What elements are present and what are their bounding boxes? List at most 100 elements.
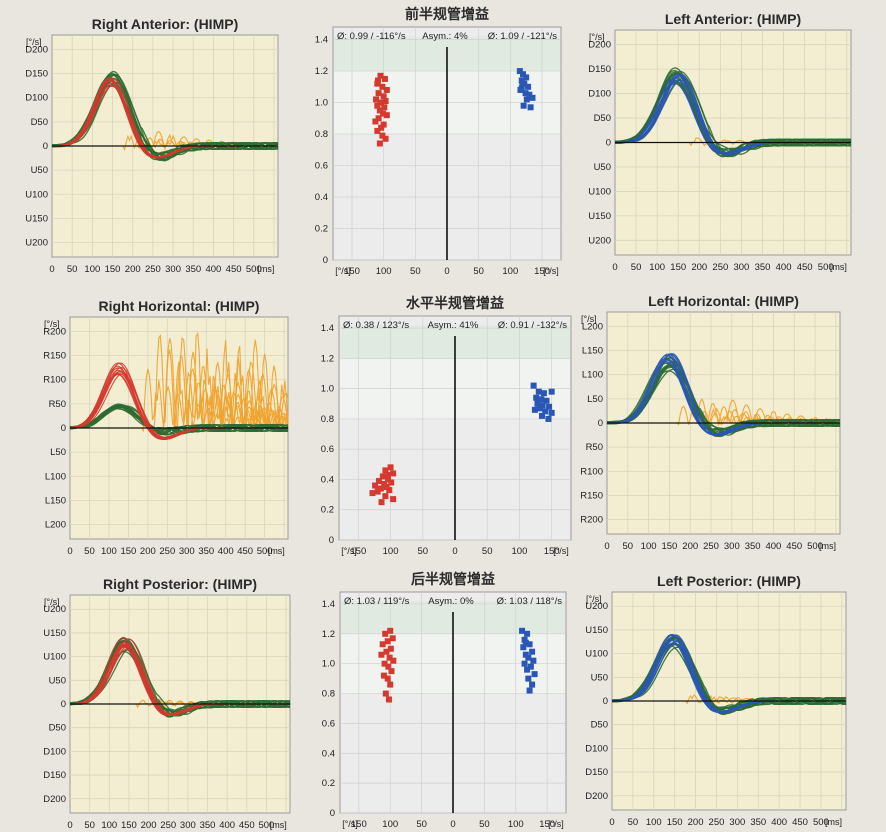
gain-marker-left [378,499,385,506]
gain-marker-left [390,496,397,503]
y-tick-label: R50 [586,442,603,453]
y-tick-label: U50 [591,672,608,683]
y-tick-label: U200 [588,235,611,246]
x-tick-label: 400 [205,264,221,275]
x-tick-label: 50 [482,546,493,557]
gain-marker-right [520,102,527,109]
y-tick-label: D100 [585,743,608,754]
y-tick-label: 0.2 [322,778,335,789]
gain-marker-right [539,402,546,409]
y-tick-label: 0.4 [315,192,328,203]
gain-marker-left [385,663,392,670]
gain-marker-left [380,110,387,117]
y-tick-label: U50 [31,165,48,176]
x-tick-label: 500 [813,817,829,828]
gain-marker-left [381,75,388,82]
chart-title: Right Posterior: (HIMP) [103,576,257,592]
y-tick-label: 1.2 [321,353,334,364]
x-tick-label: 300 [733,262,749,273]
x-unit-label: [ms] [257,264,274,274]
gain-marker-left [374,77,381,84]
gain-marker-right [548,388,555,395]
y-tick-label: D50 [591,720,608,731]
y-tick-label: 0.6 [321,444,334,455]
x-tick-label: 100 [646,817,662,828]
gain-marker-right [520,644,527,651]
x-tick-label: 450 [786,541,802,552]
x-unit-label: [ms] [819,541,836,551]
gain-marker-left [378,124,385,131]
x-tick-label: 150 [544,546,560,557]
gain-marker-left [375,115,382,122]
x-tick-label: 150 [344,266,360,277]
x-tick-label: 150 [351,819,367,830]
gain-marker-right [523,96,530,103]
x-tick-label: 0 [604,541,609,552]
gain-marker-left [386,487,393,494]
gain-stat-right: Ø: 1.03 / 118°/s [497,596,563,607]
x-tick-label: 100 [641,541,657,552]
gain-marker-left [381,660,388,667]
gain-marker-right [518,85,525,92]
y-tick-label: L200 [45,520,66,531]
asymmetry-stat: Asym.: 0% [428,596,474,607]
y-tick-label: 1.4 [321,323,334,334]
y-tick-label: R100 [580,466,603,477]
y-tick-label: R200 [580,515,603,526]
gain-marker-left [382,493,389,500]
gain-marker-left [382,135,389,142]
gain-marker-left [390,470,397,477]
gain-marker-right [526,641,533,648]
y-tick-label: D150 [43,770,66,781]
x-tick-label: 250 [712,262,728,273]
gain-marker-right [523,74,530,81]
gain-marker-left [379,473,386,480]
x-tick-label: 100 [382,819,398,830]
gain-marker-right [524,630,531,637]
gain-marker-right [524,666,531,673]
gain-marker-left [372,482,379,489]
x-tick-label: 500 [246,264,262,275]
gain-marker-left [387,645,394,652]
x-tick-label: 200 [141,820,157,831]
y-tick-label: 0.2 [315,224,328,235]
gain-marker-right [520,71,526,78]
x-tick-label: 350 [745,541,761,552]
gain-marker-right [527,663,534,670]
y-tick-label: U200 [25,238,48,249]
x-tick-label: 50 [631,262,642,273]
chart-title: 水平半规管增益 [406,295,504,311]
y-tick-label: U100 [585,649,608,660]
y-tick-label: U200 [43,604,66,615]
y-tick-label: 0.2 [321,505,334,516]
chart-anterior-gain: 前半规管增益 Ø: 0.99 / -116°/s Asym.: 4% Ø: 1.09 … [315,6,562,277]
x-tick-label: 50 [473,266,484,277]
gain-marker-right [525,654,532,661]
gain-marker-right [538,396,545,403]
y-tick-label: U150 [588,211,611,222]
gain-stat-left: Ø: 0.99 / -116°/s [337,31,406,42]
x-tick-label: 250 [703,541,719,552]
gain-marker-right [543,397,550,404]
x-tick-label: 0 [67,546,72,557]
gain-marker-right [519,80,526,87]
gain-marker-left [382,97,389,104]
x-tick-label: 100 [512,546,528,557]
gain-marker-left [376,140,383,147]
y-tick-label: D200 [588,40,611,51]
y-unit-label: [°/s] [44,319,60,329]
y-tick-label: D150 [25,69,48,80]
y-tick-label: 0.8 [315,129,328,140]
gain-marker-right [530,657,537,664]
eye-velocity-trace [614,72,852,156]
gain-marker-right [540,390,547,397]
gain-marker-left [382,690,389,697]
x-tick-label: 150 [670,262,686,273]
gain-marker-right [526,687,533,694]
x-tick-label: 50 [84,546,95,557]
x-tick-label: 450 [239,820,255,831]
chart-title: 前半规管增益 [405,6,489,22]
gain-marker-right [533,394,540,401]
x-tick-label: 200 [691,262,707,273]
y-tick-label: 1.4 [322,599,335,610]
